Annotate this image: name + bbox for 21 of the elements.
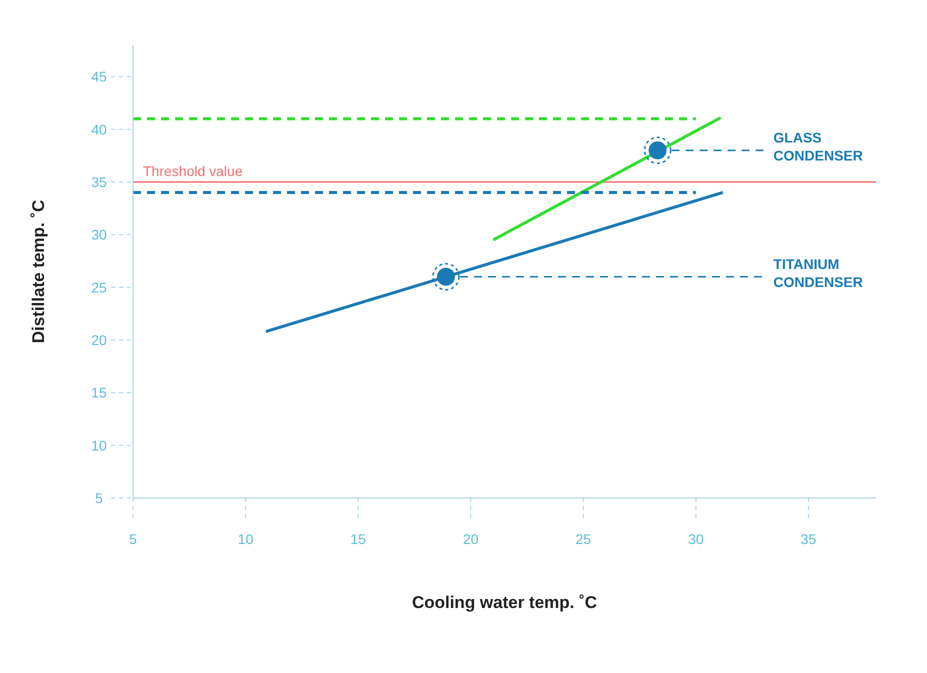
y-tick-label: 20 (91, 332, 107, 348)
y-tick-label: 30 (91, 226, 107, 243)
x-tick-label: 20 (462, 531, 479, 547)
y-tick-label: 40 (91, 121, 107, 138)
y-tick-label: 15 (91, 384, 107, 401)
y-tick-label: 35 (91, 174, 107, 190)
x-axis-title: Cooling water temp. ˚C (412, 593, 598, 612)
series-label: TITANIUM CONDENSER (773, 256, 863, 290)
ref-line-label: Threshold value (143, 162, 243, 179)
y-tick-label: 25 (91, 279, 107, 296)
x-tick-label: 10 (238, 531, 254, 547)
y-tick-label: 45 (91, 68, 107, 85)
x-tick-label: 30 (688, 531, 704, 547)
x-tick-label: 15 (350, 531, 366, 547)
x-tick-label: 35 (800, 531, 816, 547)
y-tick-label: 10 (91, 437, 107, 454)
y-tick-label: 5 (95, 490, 104, 506)
x-tick-label: 5 (129, 531, 138, 547)
x-tick-label: 25 (576, 531, 592, 547)
series-label: GLASS CONDENSER (773, 129, 863, 164)
y-axis-title: Distillate temp. ˚C (29, 200, 48, 344)
